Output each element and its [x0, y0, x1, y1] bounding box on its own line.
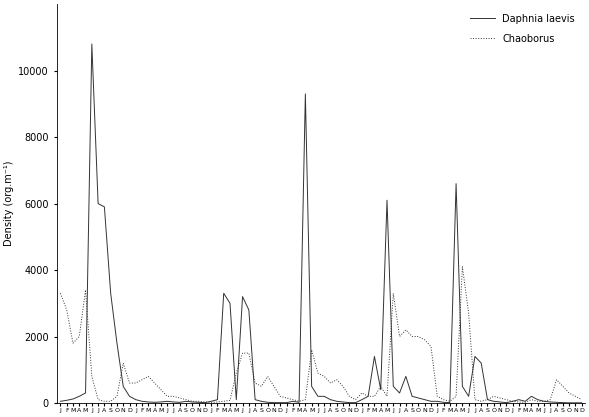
Chaoborus	[578, 397, 585, 402]
Y-axis label: Density (org.m⁻¹): Density (org.m⁻¹)	[4, 161, 14, 246]
Daphnia laevis	[63, 398, 70, 403]
Daphnia laevis	[578, 400, 585, 405]
Daphnia laevis	[459, 384, 466, 389]
Line: Daphnia laevis: Daphnia laevis	[61, 44, 582, 403]
Chaoborus	[208, 400, 215, 405]
Legend: Daphnia laevis, Chaoborus: Daphnia laevis, Chaoborus	[465, 9, 580, 48]
Text: 12000: 12000	[27, 0, 57, 2]
Daphnia laevis	[95, 201, 102, 206]
Daphnia laevis	[296, 400, 303, 405]
Chaoborus	[465, 311, 472, 316]
Daphnia laevis	[484, 397, 491, 402]
Daphnia laevis	[57, 399, 64, 404]
Chaoborus	[459, 264, 466, 269]
Chaoborus	[296, 399, 303, 404]
Daphnia laevis	[88, 42, 95, 47]
Chaoborus	[320, 374, 327, 379]
Chaoborus	[490, 394, 497, 399]
Chaoborus	[57, 291, 64, 296]
Daphnia laevis	[320, 394, 327, 399]
Chaoborus	[88, 374, 95, 379]
Chaoborus	[63, 307, 70, 312]
Line: Chaoborus: Chaoborus	[61, 267, 582, 402]
Daphnia laevis	[565, 400, 573, 405]
